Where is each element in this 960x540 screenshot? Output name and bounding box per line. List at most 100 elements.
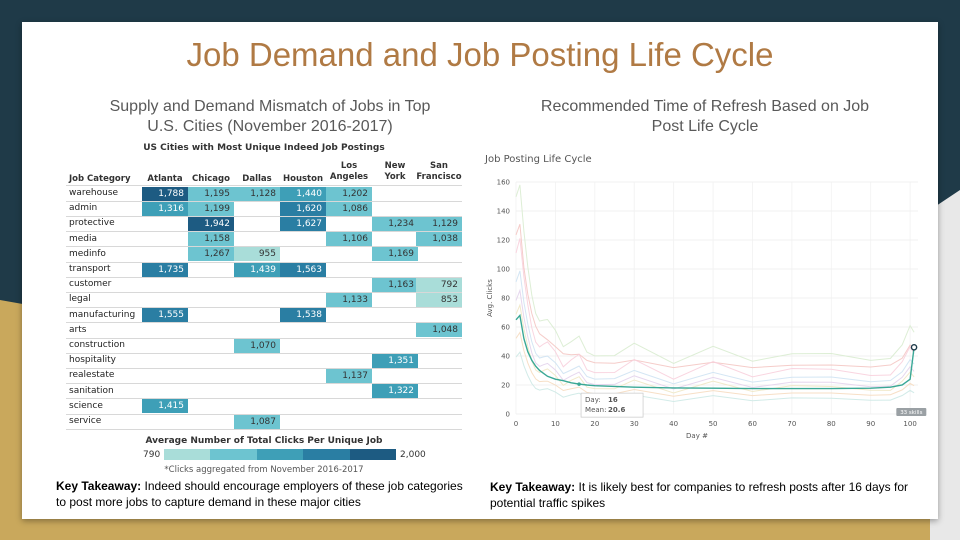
heatmap-row-divider bbox=[66, 215, 462, 217]
tooltip-mean-value: 20.6 bbox=[608, 406, 625, 414]
heatmap-column-header: Chicago bbox=[192, 174, 230, 184]
heatmap-cell[interactable]: 1,415 bbox=[142, 399, 188, 414]
heatmap-cell[interactable]: 955 bbox=[234, 247, 280, 262]
x-tick-label: 80 bbox=[827, 420, 836, 428]
tooltip-day-label: Day: bbox=[585, 396, 601, 404]
heatmap-cell[interactable]: 1,199 bbox=[188, 201, 234, 216]
heatmap-cell[interactable]: 1,048 bbox=[416, 323, 462, 338]
heatmap-cell[interactable]: 1,202 bbox=[326, 186, 372, 201]
y-tick-label: 40 bbox=[501, 353, 510, 361]
y-tick-label: 0 bbox=[506, 411, 510, 419]
heatmap-column-header: San Francisco bbox=[416, 161, 462, 182]
heatmap-cell[interactable]: 1,316 bbox=[142, 201, 188, 216]
slide-title: Job Demand and Job Posting Life Cycle bbox=[186, 36, 774, 73]
x-axis-label: Day # bbox=[686, 432, 708, 440]
heatmap-cell[interactable]: 1,440 bbox=[280, 186, 326, 201]
heatmap-row-label: legal bbox=[69, 294, 91, 305]
heatmap-cell[interactable]: 1,620 bbox=[280, 201, 326, 216]
background-series-line bbox=[515, 238, 915, 380]
heatmap-cell[interactable]: 1,538 bbox=[280, 308, 326, 323]
tooltip-marker bbox=[577, 382, 581, 386]
x-tick-label: 0 bbox=[514, 420, 518, 428]
heatmap-cell[interactable]: 1,351 bbox=[372, 353, 418, 368]
heatmap-cell[interactable]: 1,735 bbox=[142, 262, 188, 277]
heatmap-cell[interactable]: 1,627 bbox=[280, 216, 326, 231]
heatmap-cell[interactable]: 1,070 bbox=[234, 338, 280, 353]
heatmap-title: US Cities with Most Unique Indeed Job Po… bbox=[143, 143, 385, 153]
heatmap-column-header: New York bbox=[384, 161, 406, 182]
left-takeaway-text: Indeed should encourage employers of the… bbox=[56, 479, 463, 509]
x-tick-label: 30 bbox=[630, 420, 639, 428]
y-axis-label: Avg. Clicks bbox=[486, 279, 494, 317]
heatmap-cell[interactable]: 1,163 bbox=[372, 277, 418, 292]
x-tick-label: 60 bbox=[748, 420, 757, 428]
right-takeaway-label: Key Takeaway: bbox=[490, 480, 576, 494]
heatmap-cell[interactable]: 853 bbox=[416, 292, 462, 307]
skills-badge-label: 33 skills bbox=[900, 410, 922, 416]
y-tick-label: 100 bbox=[497, 266, 510, 274]
legend-swatch bbox=[210, 449, 257, 460]
legend-min: 790 bbox=[143, 450, 161, 460]
heatmap-cell[interactable]: 792 bbox=[416, 277, 462, 292]
x-tick-label: 10 bbox=[551, 420, 560, 428]
linechart-subtitle: Recommended Time of Refresh Based on Job… bbox=[520, 97, 890, 137]
heatmap-cell[interactable]: 1,086 bbox=[326, 201, 372, 216]
heatmap-subtitle-line1: Supply and Demand Mismatch of Jobs in To… bbox=[109, 98, 431, 115]
heatmap-row-divider bbox=[66, 231, 462, 233]
tooltip-day-value: 16 bbox=[608, 396, 618, 404]
y-tick-label: 20 bbox=[501, 382, 510, 390]
heatmap-cell[interactable]: 1,942 bbox=[188, 216, 234, 231]
heatmap-row-divider bbox=[66, 352, 462, 354]
heatmap-cell[interactable]: 1,038 bbox=[416, 232, 462, 247]
mean-series-line bbox=[515, 313, 915, 390]
heatmap-row-divider bbox=[66, 398, 462, 400]
heatmap-cell[interactable]: 1,137 bbox=[326, 368, 372, 383]
background-series-line bbox=[515, 184, 915, 365]
heatmap-cell[interactable]: 1,106 bbox=[326, 232, 372, 247]
heatmap: US Cities with Most Unique Indeed Job Po… bbox=[66, 143, 462, 435]
heatmap-cell[interactable]: 1,788 bbox=[142, 186, 188, 201]
heatmap-cell[interactable]: 1,267 bbox=[188, 247, 234, 262]
heatmap-row-divider bbox=[66, 428, 462, 430]
legend-title: Average Number of Total Clicks Per Uniqu… bbox=[145, 436, 383, 446]
heatmap-cell[interactable]: 1,128 bbox=[234, 186, 280, 201]
heatmap-column-header: Atlanta bbox=[147, 174, 183, 184]
legend-swatch bbox=[303, 449, 350, 460]
heatmap-row-label: transport bbox=[69, 264, 111, 274]
background-series-line bbox=[515, 224, 915, 369]
heatmap-subtitle: Supply and Demand Mismatch of Jobs in To… bbox=[100, 97, 440, 137]
heatmap-cell[interactable]: 1,439 bbox=[234, 262, 280, 277]
left-takeaway-label: Key Takeaway: bbox=[56, 479, 142, 493]
legend-swatch bbox=[256, 449, 304, 460]
heatmap-row-label: manufacturing bbox=[69, 309, 136, 320]
heatmap-row-label: protective bbox=[69, 218, 115, 229]
heatmap-cell[interactable]: 1,087 bbox=[234, 414, 280, 429]
right-takeaway-text: It is likely best for companies to refre… bbox=[490, 480, 908, 510]
heatmap-cell[interactable]: 1,555 bbox=[142, 308, 188, 323]
heatmap-cell[interactable]: 1,234 bbox=[372, 216, 418, 231]
linechart-subtitle-line1: Recommended Time of Refresh Based on Job bbox=[540, 98, 870, 115]
heatmap-column-header: Dallas bbox=[242, 174, 272, 184]
y-tick-label: 160 bbox=[497, 179, 510, 187]
heatmap-cell[interactable]: 1,169 bbox=[372, 247, 418, 262]
heatmap-cell[interactable]: 1,158 bbox=[188, 232, 234, 247]
x-tick-label: 100 bbox=[903, 420, 916, 428]
legend-swatch bbox=[164, 449, 211, 460]
heatmap-cell[interactable]: 1,563 bbox=[280, 262, 326, 277]
heatmap-row-label: construction bbox=[69, 340, 125, 350]
heatmap-row-divider bbox=[66, 413, 462, 415]
tooltip-mean-label: Mean: bbox=[585, 406, 606, 414]
heatmap-cell[interactable]: 1,322 bbox=[372, 384, 418, 399]
legend-swatch bbox=[349, 449, 397, 460]
heatmap-row-divider bbox=[66, 367, 462, 369]
heatmap-cell[interactable]: 1,133 bbox=[326, 292, 372, 307]
color-legend bbox=[164, 449, 397, 460]
background-series-line bbox=[515, 331, 915, 397]
heatmap-row-label: admin bbox=[69, 203, 98, 214]
heatmap-cell[interactable]: 1,195 bbox=[188, 186, 234, 201]
y-tick-label: 120 bbox=[497, 237, 510, 245]
heatmap-row-divider bbox=[66, 383, 462, 385]
heatmap-row-label: arts bbox=[69, 324, 87, 335]
heatmap-row-divider bbox=[66, 337, 462, 339]
heatmap-cell[interactable]: 1,129 bbox=[416, 216, 462, 231]
